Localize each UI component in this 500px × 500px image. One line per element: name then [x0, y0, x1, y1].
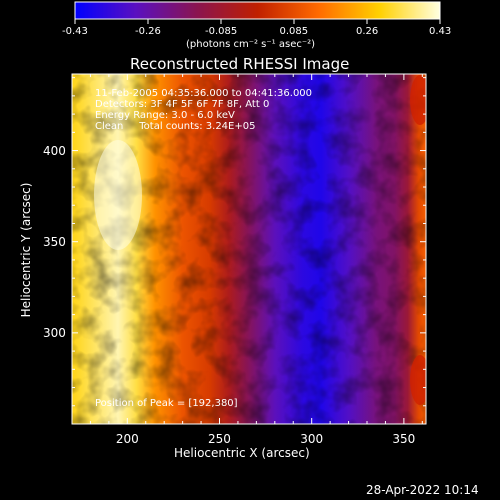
x-tick-label: 300: [300, 432, 324, 446]
y-tick-label: 300: [43, 325, 66, 340]
right-edge-blob-bottom: [410, 355, 426, 405]
right-edge-blob-top: [410, 75, 426, 125]
y-axis-label: Heliocentric Y (arcsec): [19, 182, 33, 318]
x-tick-label: 200: [115, 432, 139, 446]
colorbar-tick-label: -0.43: [62, 26, 88, 37]
peak-blob: [94, 140, 142, 250]
annotation-clean-counts: Clean Total counts: 3.24E+05: [95, 121, 256, 132]
y-tick-label: 400: [43, 143, 66, 158]
colorbar-unit-label: (photons cm⁻² s⁻¹ asec⁻²): [186, 39, 316, 50]
colorbar: [74, 1, 441, 20]
annotation-detectors: Detectors: 3F 4F 5F 6F 7F 8F, Att 0: [95, 99, 270, 110]
annotation-time-range: 11-Feb-2005 04:35:36.000 to 04:41:36.000: [95, 88, 313, 99]
peak-position-label: Position of Peak = [192,380]: [95, 398, 238, 409]
colorbar-tick-label: -0.085: [205, 26, 238, 37]
colorbar-ticks: [74, 19, 441, 24]
reconstructed-image: [72, 74, 426, 424]
x-axis-ticks: [71, 74, 423, 424]
colorbar-tick-label: 0.43: [429, 26, 452, 37]
x-tick-label: 250: [208, 432, 231, 446]
annotation-energy-range: Energy Range: 3.0 - 6.0 keV: [95, 110, 235, 121]
colorbar-tick-label: 0.085: [279, 26, 309, 37]
y-tick-label: 350: [43, 234, 66, 249]
chart-title: Reconstructed RHESSI Image: [130, 55, 350, 73]
colorbar-tick-label: -0.26: [135, 26, 161, 37]
colorbar-tick-label: 0.26: [356, 26, 379, 37]
plot-frame: [71, 73, 427, 425]
x-tick-label: 350: [392, 432, 416, 446]
y-axis-ticks: [72, 77, 426, 407]
plot-timestamp: 28-Apr-2022 10:14: [366, 483, 479, 497]
x-axis-label: Heliocentric X (arcsec): [174, 446, 310, 460]
